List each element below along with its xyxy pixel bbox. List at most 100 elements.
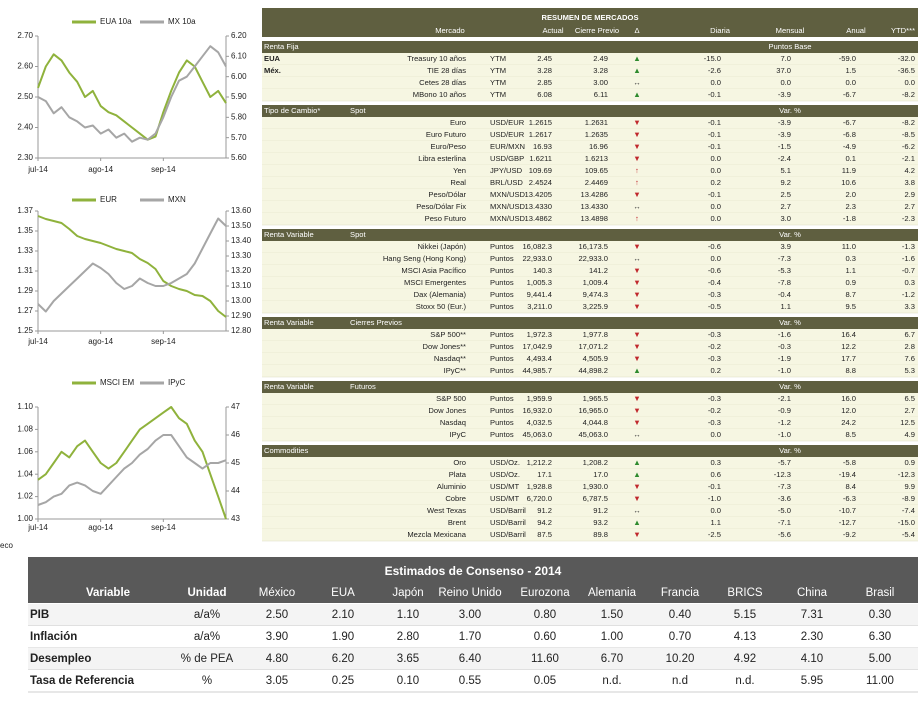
row-name: Plata (449, 470, 467, 479)
consensus-column-header: EUA (331, 587, 355, 599)
change-arrow: ▼ (633, 482, 641, 491)
series-line (37, 53, 227, 141)
x-tick-label: jul-14 (27, 523, 48, 532)
row-cell: -0.4 (778, 290, 791, 299)
section-header-bg (262, 381, 918, 393)
row-cell: 1.1 (780, 302, 791, 311)
y-tick-label: 1.02 (17, 492, 33, 501)
row-cell: -9.2 (843, 530, 856, 539)
row-unit: USD/Oz. (490, 470, 520, 479)
row-unit: Puntos (490, 290, 514, 299)
row-cell: 44,985.7 (522, 366, 552, 375)
row-bg (262, 393, 918, 405)
row-cell: 16,173.5 (578, 242, 608, 251)
consensus-cell: 0.55 (459, 675, 481, 687)
row-unit: YTM (490, 54, 506, 63)
row-cell: -1.2 (778, 418, 791, 427)
row-cell: 8.5 (845, 430, 856, 439)
row-cell: 4,505.9 (583, 354, 608, 363)
consensus-cell: 1.10 (397, 609, 419, 621)
consensus-cell: 0.25 (332, 675, 354, 687)
row-bg (262, 241, 918, 253)
change-arrow: ↑ (635, 166, 639, 175)
row-cell: -3.9 (778, 130, 791, 139)
y-tick-label: 1.29 (17, 286, 33, 295)
row-name: MSCI Emergentes (404, 278, 466, 287)
row-name: Peso/Dólar Fix (416, 202, 466, 211)
y2-tick-label: 12.90 (231, 311, 252, 320)
row-cell: -7.3 (778, 482, 791, 491)
row-cell: 0.0 (710, 154, 721, 163)
row-cell: 0.9 (904, 458, 915, 467)
row-cell: -0.7 (902, 266, 915, 275)
consensus-cell: 2.80 (397, 631, 419, 643)
change-arrow: ↔ (633, 506, 641, 515)
x-tick-label: ago-14 (88, 165, 113, 174)
row-cell: 1,005.3 (527, 278, 552, 287)
consensus-cell: n.d. (735, 675, 754, 687)
change-arrow: ▼ (633, 354, 641, 363)
row-cell: 45,063.0 (522, 430, 552, 439)
row-cell: -0.1 (708, 130, 721, 139)
row-name: Libra esterlina (418, 154, 466, 163)
legend-label: MSCI EM (100, 378, 135, 387)
row-cell: 3.00 (593, 78, 608, 87)
y2-tick-label: 13.40 (231, 236, 252, 245)
y2-tick-label: 5.80 (231, 112, 247, 121)
series-line (37, 434, 227, 506)
section-header-bg (262, 445, 918, 457)
row-cell: 3.8 (904, 178, 915, 187)
row-cell: 1.2617 (529, 130, 552, 139)
row-cell: -8.2 (902, 118, 915, 127)
change-arrow: ↔ (633, 78, 641, 87)
consensus-cell: % (202, 675, 212, 687)
row-cell: -0.6 (708, 266, 721, 275)
row-cell: 2.5 (780, 190, 791, 199)
row-cell: -1.6 (778, 330, 791, 339)
row-cell: -12.7 (839, 518, 856, 527)
row-bg (262, 141, 918, 153)
row-cell: -0.1 (708, 90, 721, 99)
row-unit: Puntos (490, 266, 514, 275)
section-title: Renta Variable (264, 382, 314, 391)
y2-tick-label: 44 (231, 486, 240, 495)
consensus-row-bg (28, 670, 918, 692)
row-cell: -8.2 (902, 90, 915, 99)
row-unit: EUR/MXN (490, 142, 525, 151)
row-cell: 2.7 (904, 202, 915, 211)
row-cell: 4,044.8 (583, 418, 608, 427)
consensus-column-header: Variable (86, 587, 130, 599)
change-arrow: ↑ (635, 214, 639, 223)
row-cell: 11.0 (842, 242, 856, 251)
consensus-cell: 0.80 (534, 609, 556, 621)
row-bg (262, 265, 918, 277)
row-cell: 0.3 (904, 278, 915, 287)
row-cell: 3.28 (593, 66, 608, 75)
row-cell: 1,977.8 (583, 330, 608, 339)
row-cell: -5.0 (778, 506, 791, 515)
row-name: Euro (450, 118, 466, 127)
consensus-column-header: Eurozona (520, 587, 570, 599)
consensus-cell: 0.40 (669, 609, 691, 621)
row-cell: -1.5 (778, 142, 791, 151)
change-arrow: ▼ (633, 278, 641, 287)
row-bg (262, 289, 918, 301)
row-cell: -2.1 (778, 394, 791, 403)
change-arrow: ▼ (633, 406, 641, 415)
change-arrow: ▼ (633, 418, 641, 427)
row-bg (262, 481, 918, 493)
row-cell: -19.4 (839, 470, 856, 479)
x-tick-label: ago-14 (88, 523, 113, 532)
consensus-cell: 1.90 (332, 631, 354, 643)
row-unit: MXN/USD (490, 202, 526, 211)
series-line (37, 45, 227, 143)
section-unit: Var. % (779, 446, 801, 455)
consensus-cell: 7.31 (801, 609, 823, 621)
consensus-column-header: Reino Unido (438, 587, 501, 599)
row-name: Nikkei (Japón) (417, 242, 466, 251)
row-cell: -1.0 (778, 366, 791, 375)
row-cell: 4.9 (904, 430, 915, 439)
section-title: Renta Variable (264, 318, 314, 327)
row-cell: 94.2 (537, 518, 552, 527)
